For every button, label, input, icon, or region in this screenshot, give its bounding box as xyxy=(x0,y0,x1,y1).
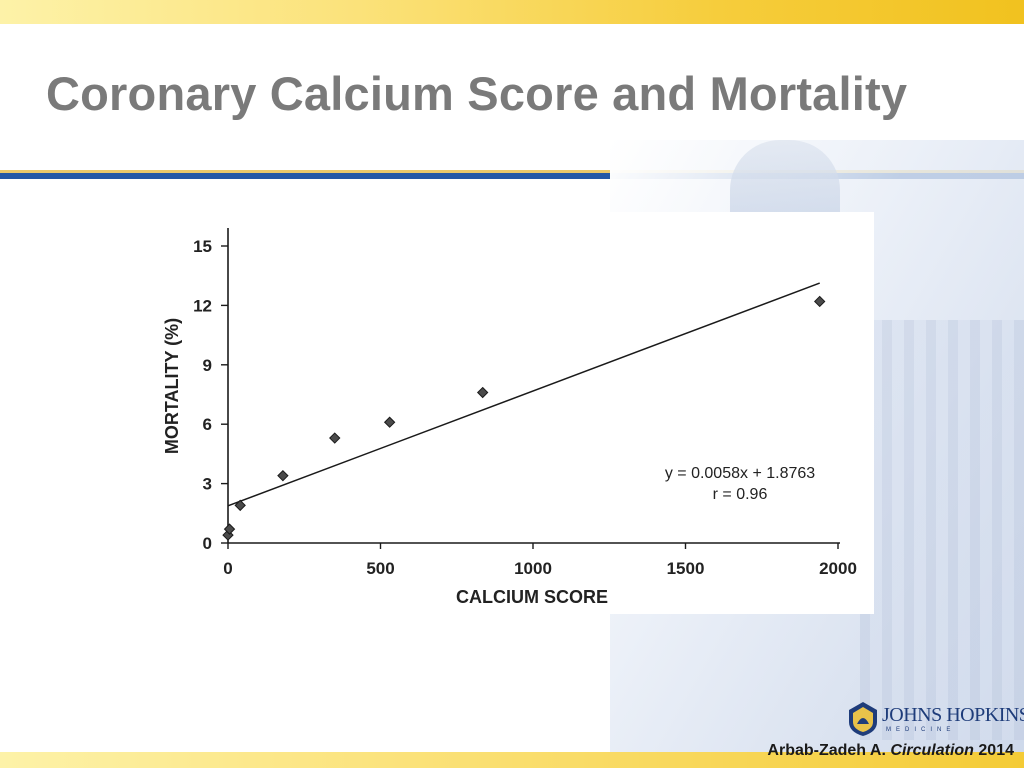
chart-panel: 0 500 1000 1500 2000 0 3 6 9 12 15 CALCIUM SCORE M… xyxy=(150,212,874,614)
scatter-chart: 0 500 1000 1500 2000 0 3 6 9 12 15 CALCIUM SCORE M… xyxy=(162,228,857,607)
slide-title: Coronary Calcium Score and Mortality xyxy=(46,67,908,120)
x-tick-label: 2000 xyxy=(819,559,857,578)
x-tick-label: 1500 xyxy=(667,559,705,578)
logo-name: JOHNS HOPKINS xyxy=(882,704,1024,726)
citation-journal: Circulation xyxy=(890,742,974,759)
correlation-annotation: r = 0.96 xyxy=(713,486,768,503)
bottom-color-band xyxy=(0,752,1024,768)
chart-ticks: 0 500 1000 1500 2000 0 3 6 9 12 15 xyxy=(193,237,857,578)
y-tick-label: 0 xyxy=(203,534,212,553)
trend-line xyxy=(227,282,820,507)
chart-axes xyxy=(227,228,840,544)
logo-subtitle: MEDICINE xyxy=(886,727,956,733)
background-dome xyxy=(730,140,840,220)
x-tick-label: 1000 xyxy=(514,559,552,578)
equation-annotation: y = 0.0058x + 1.8763 xyxy=(665,465,815,482)
data-point xyxy=(383,416,396,428)
x-axis-label: CALCIUM SCORE xyxy=(456,587,608,607)
citation-author: Arbab-Zadeh A. xyxy=(767,742,886,759)
data-point xyxy=(476,386,489,399)
title-rule-gold xyxy=(0,170,1024,173)
y-tick-label: 9 xyxy=(203,356,212,375)
citation: Arbab-Zadeh A. Circulation 2014 xyxy=(767,742,1014,760)
x-tick-label: 0 xyxy=(223,559,232,578)
y-tick-label: 15 xyxy=(193,237,212,256)
title-rule-blue xyxy=(0,173,1024,179)
y-tick-label: 12 xyxy=(193,296,212,315)
johns-hopkins-logo: JOHNS HOPKINS MEDICINE xyxy=(846,700,1024,740)
data-point xyxy=(223,523,236,535)
data-point xyxy=(813,295,826,308)
background-building xyxy=(860,320,1024,740)
data-point xyxy=(234,499,246,512)
data-points xyxy=(222,295,826,541)
y-tick-label: 6 xyxy=(203,415,212,434)
top-color-band xyxy=(0,0,1024,24)
shield-icon xyxy=(849,702,877,736)
data-point xyxy=(277,469,289,482)
citation-year: 2014 xyxy=(978,742,1014,759)
data-point xyxy=(329,432,341,444)
y-tick-label: 3 xyxy=(203,475,212,494)
y-axis-label: MORTALITY (%) xyxy=(162,318,182,454)
x-tick-label: 500 xyxy=(366,559,394,578)
